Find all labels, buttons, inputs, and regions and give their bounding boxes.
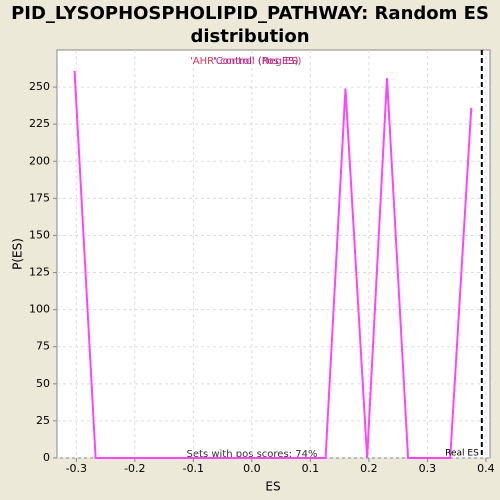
legend-entry: 'AHR' control (Neg ES) [190,56,302,67]
x-tick-label: 0.2 [360,462,378,475]
real-es-label: Real ES [445,449,479,459]
x-tick-label: 0.1 [302,462,320,475]
y-tick-label: 25 [36,414,50,427]
x-axis-label: ES [265,480,280,494]
y-tick-label: 50 [36,377,50,390]
y-tick-label: 200 [29,154,50,167]
y-axis-label: P(ES) [11,238,25,270]
x-tick-label: -0.1 [183,462,204,475]
x-tick-label: 0.4 [477,462,495,475]
x-tick-label: 0.3 [419,462,437,475]
legend-entry: 'Control' (Pos ES) [213,56,299,67]
y-tick-label: 175 [29,191,50,204]
chart-title: PID_LYSOPHOSPHOLIPID_PATHWAY: Random ES … [11,3,489,47]
plot-area [56,49,491,459]
y-tick-label: 0 [43,451,50,464]
y-tick-label: 225 [29,117,50,130]
y-tick-label: 125 [29,266,50,279]
es-line [73,70,473,459]
y-tick-label: 75 [36,340,50,353]
y-tick-label: 150 [29,228,50,241]
x-tick-label: -0.3 [66,462,87,475]
x-tick-label: -0.2 [124,462,145,475]
y-tick-label: 250 [29,80,50,93]
x-tick-label: 0.0 [243,462,261,475]
y-tick-label: 100 [29,303,50,316]
